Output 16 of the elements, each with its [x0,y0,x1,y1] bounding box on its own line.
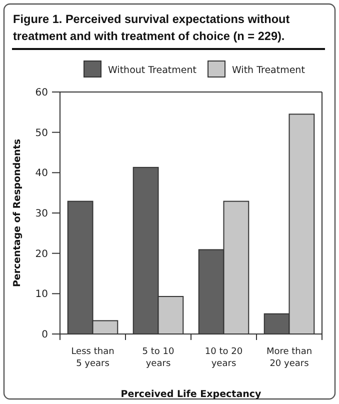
y-tick-label: 40 [35,168,48,180]
x-tick-label: Less than 5 years [71,347,114,369]
y-tick-label: 20 [35,248,48,260]
x-tick-label: 10 to 20 years [204,347,243,369]
y-axis-title: Percentage of Respondents [12,138,23,288]
legend-label: Without Treatment [108,65,197,76]
x-axis-title: Perceived Life Expectancy [120,389,262,400]
legend-label: With Treatment [232,65,306,76]
y-tick-label: 60 [35,88,48,98]
y-tick-label: 0 [42,330,48,340]
y-tick-label: 10 [35,289,48,300]
y-tick-label: 50 [35,128,48,139]
y-tick-label: 30 [35,208,48,220]
x-tick-label: 5 to 10 years [142,347,174,369]
chart-title: Figure 1. Perceived survival expectations without treatment and with treatment of choice (n = 229). [13,12,290,43]
x-tick-label: More than 20 years [266,347,312,369]
